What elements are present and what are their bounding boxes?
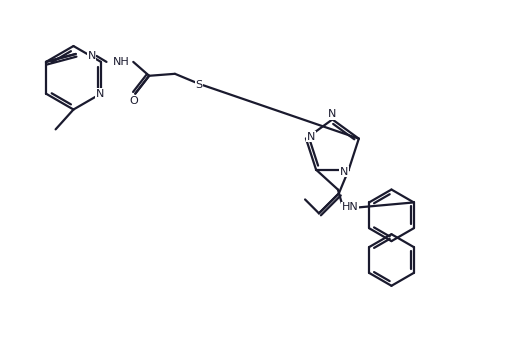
Text: N: N [307, 132, 315, 142]
Text: N: N [87, 51, 96, 61]
Text: O: O [129, 96, 137, 106]
Text: N: N [340, 167, 348, 177]
Text: N: N [328, 110, 337, 119]
Text: NH: NH [113, 57, 130, 67]
Text: N: N [96, 89, 104, 99]
Text: HN: HN [342, 202, 358, 213]
Text: S: S [195, 80, 202, 90]
